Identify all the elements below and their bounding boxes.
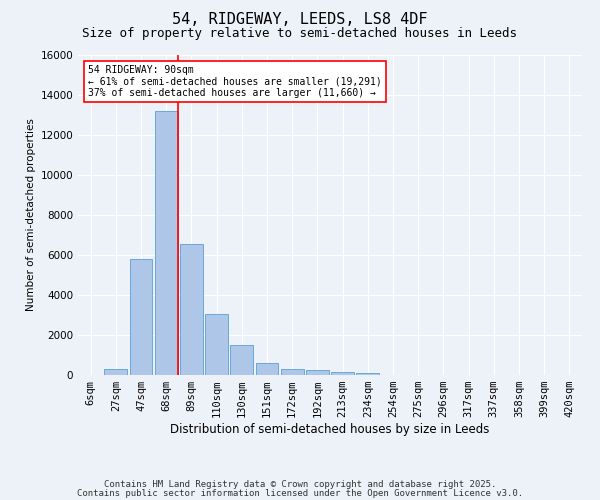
Y-axis label: Number of semi-detached properties: Number of semi-detached properties [26, 118, 36, 312]
Bar [281, 369, 304, 375]
Text: 54 RIDGEWAY: 90sqm
← 61% of semi-detached houses are smaller (19,291)
37% of sem: 54 RIDGEWAY: 90sqm ← 61% of semi-detache… [88, 64, 382, 98]
Bar [306, 370, 329, 375]
Text: Size of property relative to semi-detached houses in Leeds: Size of property relative to semi-detach… [83, 28, 517, 40]
Bar [331, 372, 354, 375]
Text: Contains public sector information licensed under the Open Government Licence v3: Contains public sector information licen… [77, 488, 523, 498]
Bar [356, 373, 379, 375]
Bar [230, 345, 253, 375]
Text: 54, RIDGEWAY, LEEDS, LS8 4DF: 54, RIDGEWAY, LEEDS, LS8 4DF [172, 12, 428, 28]
Bar [180, 244, 203, 375]
Bar [155, 111, 178, 375]
Bar [256, 363, 278, 375]
Bar [205, 314, 228, 375]
X-axis label: Distribution of semi-detached houses by size in Leeds: Distribution of semi-detached houses by … [170, 423, 490, 436]
Bar [130, 259, 152, 375]
Bar [104, 369, 127, 375]
Text: Contains HM Land Registry data © Crown copyright and database right 2025.: Contains HM Land Registry data © Crown c… [104, 480, 496, 489]
